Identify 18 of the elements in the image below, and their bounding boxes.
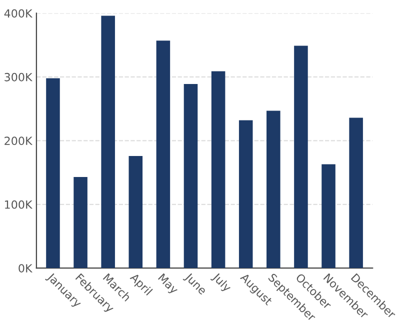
bar (294, 46, 308, 268)
bar (156, 40, 170, 268)
bar (101, 16, 115, 268)
y-tick-label: 400K (4, 9, 33, 18)
x-tick-label: July (210, 272, 232, 294)
y-tick-label: 200K (4, 136, 33, 146)
bar (322, 164, 336, 268)
bar (128, 156, 143, 268)
bar (184, 84, 198, 268)
y-tick-label: 0K (18, 264, 33, 272)
bar (349, 118, 363, 268)
bar (211, 71, 226, 268)
bar (266, 110, 280, 268)
y-tick-label: 100K (5, 200, 33, 209)
bar (238, 120, 253, 268)
y-tick-label: 300K (4, 72, 33, 82)
bar (74, 176, 88, 268)
bar (46, 78, 60, 268)
